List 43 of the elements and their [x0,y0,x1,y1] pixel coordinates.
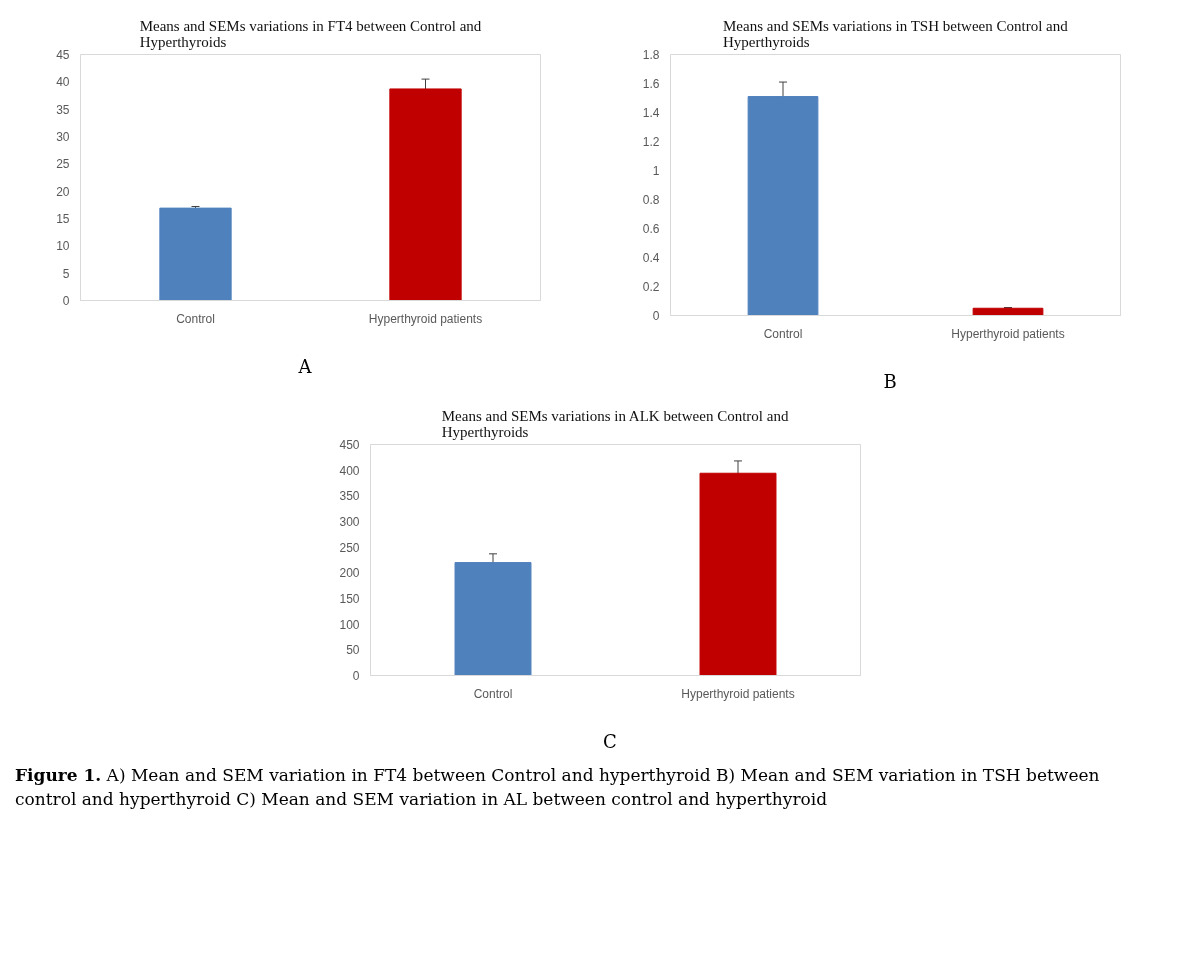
y-tick-label: 30 [56,130,70,144]
y-tick-label: 450 [339,437,360,452]
y-tick-label: 15 [56,212,70,226]
x-tick-label: Hyperthyroid patients [368,311,483,326]
y-tick-label: 100 [339,617,360,632]
text: A [298,355,312,379]
y-tick-label: 300 [339,514,360,529]
y-tick-label: 1.6 [642,77,660,91]
chart-title: Means and SEMs variations in FT4 between Control and Hyperthyroids [139,17,482,50]
y-tick-label: 1.4 [642,106,660,120]
y-tick-label: 40 [56,75,70,90]
y-tick-label: 250 [339,540,360,555]
x-tick-label: Hyperthyroid patients [681,686,795,701]
y-tick-label: 400 [339,463,360,478]
text: B [883,370,897,394]
y-tick-label: 150 [339,591,360,606]
x-tick-label: Control [763,326,803,341]
y-tick-label: 20 [56,184,70,199]
y-tick-label: 0 [652,309,660,323]
chart-title: Means and SEMs variations in TSH between Control and Hyperthyroids [723,17,1069,50]
y-tick-label: 10 [56,239,70,254]
y-tick-label: 200 [339,566,360,581]
y-tick-label: 1.8 [642,48,660,62]
x-tick-label: Hyperthyroid patients [951,326,1065,341]
y-tick-label: 5 [62,266,70,281]
y-tick-label: 1.2 [642,135,660,149]
y-tick-label: 35 [56,102,70,117]
y-tick-label: 350 [339,489,360,504]
y-tick-label: 0 [352,668,360,683]
y-tick-label: 0.6 [642,222,660,236]
y-tick-label: 0.2 [642,280,660,294]
x-tick-label: Control [176,311,215,326]
chart-title: Means and SEMs variations in ALK between Control and Hyperthyroids [441,407,789,440]
y-tick-label: 25 [56,157,70,172]
y-tick-label: 50 [346,643,360,658]
y-tick-label: 1 [652,164,660,178]
caption: Figure 1. A) Mean and SEM variation in FT4 between Control and hyperthyroid B) Mean and SEM variation in TSH between control and hyperthyroid C) Mean and SEM variation in AL between control and hyperthyroid [15,764,1101,812]
y-tick-label: 0 [62,294,70,308]
x-tick-label: Control [473,686,513,701]
y-tick-label: 45 [56,48,70,62]
y-tick-label: 0.8 [642,193,660,207]
y-tick-label: 0.4 [642,251,660,265]
text: C [603,729,617,754]
